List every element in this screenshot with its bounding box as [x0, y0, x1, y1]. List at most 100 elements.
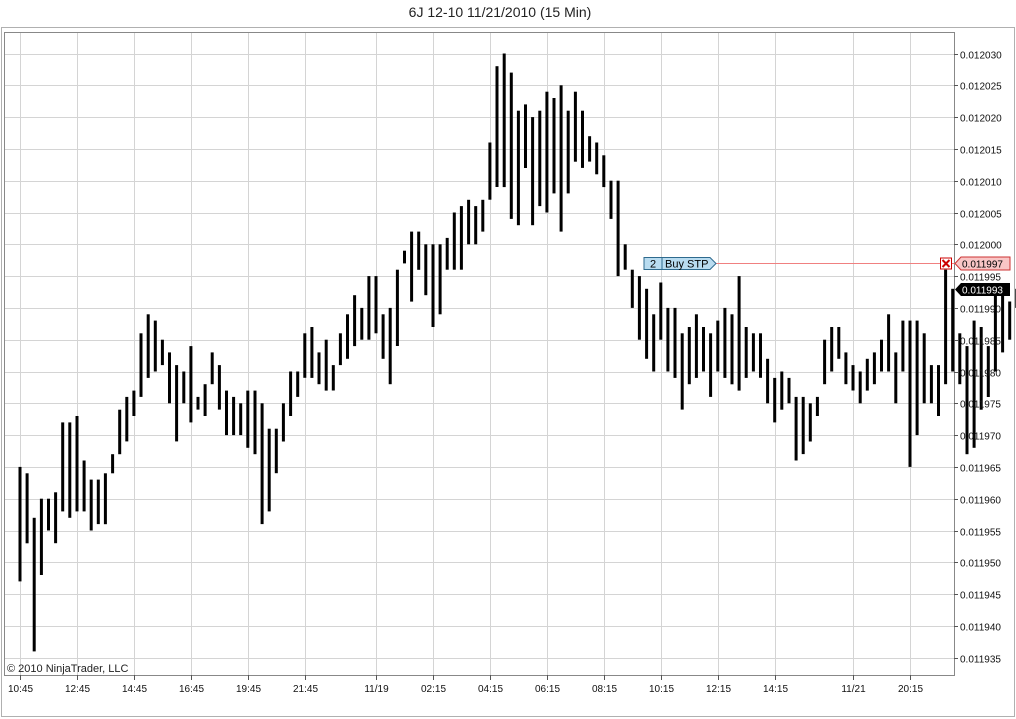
price-bar: [616, 180, 620, 277]
x-tick-label: 12:45: [65, 684, 90, 695]
y-tick-label: 0.012020: [960, 114, 1002, 125]
price-bar: [289, 371, 293, 416]
price-bar: [531, 117, 535, 226]
price-bar: [139, 333, 143, 397]
price-bar: [780, 371, 784, 410]
x-tick-label: 10:45: [8, 684, 33, 695]
price-bar: [502, 53, 506, 188]
price-bar: [61, 422, 65, 512]
price-bar: [659, 282, 663, 340]
price-bar: [716, 320, 720, 372]
price-bar: [944, 269, 948, 385]
price-bar: [374, 276, 378, 334]
price-bar: [666, 307, 670, 372]
y-tick-label: 0.012005: [960, 210, 1002, 221]
price-bar: [730, 314, 734, 385]
price-bar: [253, 390, 257, 455]
y-tick-label: 0.011965: [960, 464, 1001, 475]
price-bar: [737, 276, 741, 391]
price-bar: [645, 288, 649, 359]
price-bar: [595, 142, 599, 175]
price-bar: [894, 352, 898, 404]
price-bar: [125, 396, 129, 442]
price-bar: [787, 377, 791, 404]
y-tick-label: 0.011955: [960, 528, 1001, 539]
price-bar: [317, 352, 321, 385]
x-tick-label: 14:45: [122, 684, 147, 695]
price-bar: [467, 199, 471, 245]
price-bar: [160, 339, 164, 366]
price-bar: [986, 346, 990, 397]
cancel-order-icon[interactable]: [940, 257, 952, 270]
y-tick-label: 0.011975: [960, 400, 1001, 411]
price-bar: [687, 327, 691, 385]
price-bar: [815, 396, 819, 416]
price-bar: [965, 346, 969, 455]
price-bar: [851, 365, 855, 391]
price-bar: [723, 307, 727, 378]
price-bar: [381, 314, 385, 359]
price-bar: [18, 466, 22, 582]
price-bar: [901, 320, 905, 372]
price-bar: [203, 384, 207, 416]
price-bar: [324, 339, 328, 391]
x-tick-label: 19:45: [236, 684, 261, 695]
price-bar: [346, 314, 349, 359]
buy-stop-order[interactable]: 2 Buy STP 0.011997: [643, 256, 1011, 271]
price-bar: [559, 85, 563, 232]
price-bar: [403, 250, 406, 264]
price-bar: [146, 314, 150, 378]
last-price-marker: 0.011993: [955, 283, 1010, 297]
price-bar: [89, 479, 93, 531]
price-bar: [552, 98, 556, 194]
price-bar: [673, 307, 677, 378]
x-tick-label: 11/21: [841, 684, 866, 695]
price-bar: [979, 327, 983, 410]
price-bar: [189, 346, 193, 423]
y-tick-label: 0.011995: [960, 273, 1001, 284]
y-tick-label: 0.011945: [960, 591, 1001, 602]
price-bar: [751, 333, 755, 372]
x-axis: 10:45 12:45 14:45 16:45 19:45 21:45 11/19 02:15…: [8, 675, 923, 695]
price-bar: [808, 403, 812, 442]
price-bar: [47, 498, 50, 531]
chart-title: 6J 12-10 11/21/2010 (15 Min): [408, 4, 592, 20]
y-tick-label: 0.012030: [960, 51, 1002, 62]
order-price-flag: [954, 256, 1011, 271]
price-bar: [168, 352, 171, 404]
x-tick-label: 12:15: [706, 684, 731, 695]
y-tick-label: 0.011960: [960, 496, 1001, 507]
price-bar: [452, 212, 456, 270]
price-bar: [353, 295, 357, 347]
last-price-label: 0.011993: [962, 286, 1003, 297]
price-bar: [54, 492, 58, 544]
price-bar: [516, 110, 520, 226]
price-bar: [395, 269, 399, 346]
price-bar: [702, 327, 705, 372]
price-bar: [239, 403, 243, 436]
price-bar: [481, 199, 485, 232]
price-bar: [459, 206, 463, 270]
y-axis: 0.012030 0.012025 0.012020 0.012015 0.012010…: [954, 51, 1002, 666]
price-bar: [573, 91, 577, 162]
price-bar: [431, 244, 435, 327]
price-bar: [759, 333, 762, 378]
price-bar: [196, 396, 200, 410]
price-bar: [566, 110, 570, 194]
price-bar: [880, 339, 883, 372]
price-bar: [175, 365, 179, 442]
price-bar: [958, 333, 962, 385]
price-bar: [937, 365, 940, 416]
price-bar: [823, 339, 827, 385]
price-bar: [652, 314, 656, 372]
price-bar: [915, 320, 919, 436]
y-tick-label: 0.011990: [960, 305, 1001, 316]
price-bar: [908, 320, 912, 467]
price-bar: [310, 327, 314, 378]
x-tick-label: 06:15: [535, 684, 560, 695]
price-bar: [410, 231, 414, 302]
price-bar: [153, 320, 157, 372]
price-bar: [210, 352, 214, 385]
x-tick-label: 02:15: [421, 684, 446, 695]
